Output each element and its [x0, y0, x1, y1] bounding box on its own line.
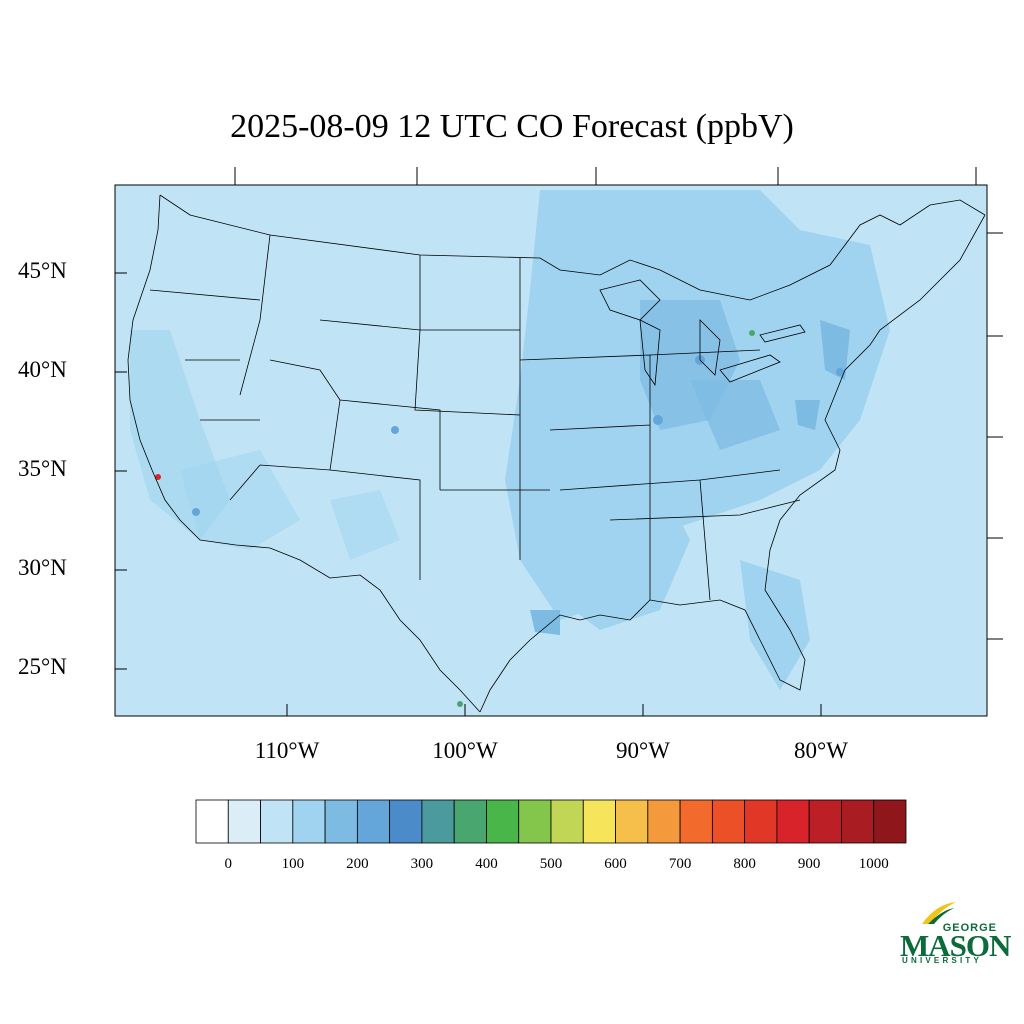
- colorbar-swatch: [744, 799, 778, 844]
- colorbar-tick-label: 500: [539, 856, 563, 872]
- lat-label-25: 25°N: [18, 654, 67, 679]
- colorbar-swatch: [324, 799, 358, 844]
- lat-label-45: 45°N: [18, 258, 67, 283]
- colorbar-swatch: [841, 799, 875, 844]
- colorbar-swatch: [356, 799, 391, 844]
- colorbar-swatch: [260, 799, 294, 844]
- co-high-spots: [530, 300, 850, 635]
- map-title: 2025-08-09 12 UTC CO Forecast (ppbV): [230, 108, 794, 145]
- lat-label-40: 40°N: [18, 357, 67, 382]
- colorbar-tick-label: 200: [346, 856, 369, 872]
- logo-mason-text: MASON: [900, 928, 1011, 963]
- colorbar-swatch: [776, 799, 810, 844]
- lon-label-80w: 80°W: [794, 738, 848, 763]
- colorbar-swatch: [227, 799, 261, 844]
- axis-ticks: [115, 167, 1003, 716]
- colorbar-tick-label: 1000: [858, 856, 889, 872]
- colorbar-tick-label: 0: [224, 856, 233, 872]
- colorbar-swatch: [711, 799, 746, 844]
- colorbar-swatch: [518, 799, 552, 844]
- logo-george-text: GEORGE: [942, 922, 997, 934]
- lon-label-90w: 90°W: [616, 738, 670, 763]
- colorbar-swatch: [292, 799, 326, 844]
- colorbar-swatch: [679, 799, 713, 844]
- logo-swoosh-icon: [922, 902, 956, 924]
- colorbar-swatch: [615, 799, 649, 844]
- colorbar-tick-label: 100: [281, 856, 305, 872]
- colorbar-swatch: [195, 799, 229, 844]
- colorbar-swatch: [421, 799, 455, 844]
- colorbar-swatch: [486, 799, 520, 844]
- colorbar-swatch: [453, 799, 487, 844]
- map-border: [114, 184, 988, 717]
- lat-label-35: 35°N: [18, 456, 67, 481]
- colorbar: [195, 799, 907, 844]
- colorbar-tick-label: 400: [475, 856, 498, 872]
- colorbar-swatch: [647, 799, 681, 844]
- colorbar-swatch: [389, 799, 423, 844]
- colorbar-tick-label: 800: [733, 856, 756, 872]
- lon-label-110w: 110°W: [254, 738, 320, 763]
- colorbar-swatch: [808, 799, 842, 844]
- boundaries: [127, 194, 986, 713]
- george-mason-logo: GEORGE MASON UNIVERSITY: [898, 900, 1011, 970]
- colorbar-swatch: [873, 799, 907, 844]
- logo-university-text: UNIVERSITY: [902, 956, 983, 965]
- colorbar-tick-label: 900: [797, 856, 821, 872]
- colorbar-swatch: [550, 799, 584, 844]
- colorbar-tick-label: 700: [668, 856, 692, 872]
- colorbar-swatch: [582, 799, 616, 844]
- lat-label-30: 30°N: [18, 555, 67, 580]
- colorbar-tick-label: 600: [604, 856, 627, 872]
- lon-label-100w: 100°W: [432, 738, 498, 763]
- colorbar-tick-label: 300: [410, 856, 434, 872]
